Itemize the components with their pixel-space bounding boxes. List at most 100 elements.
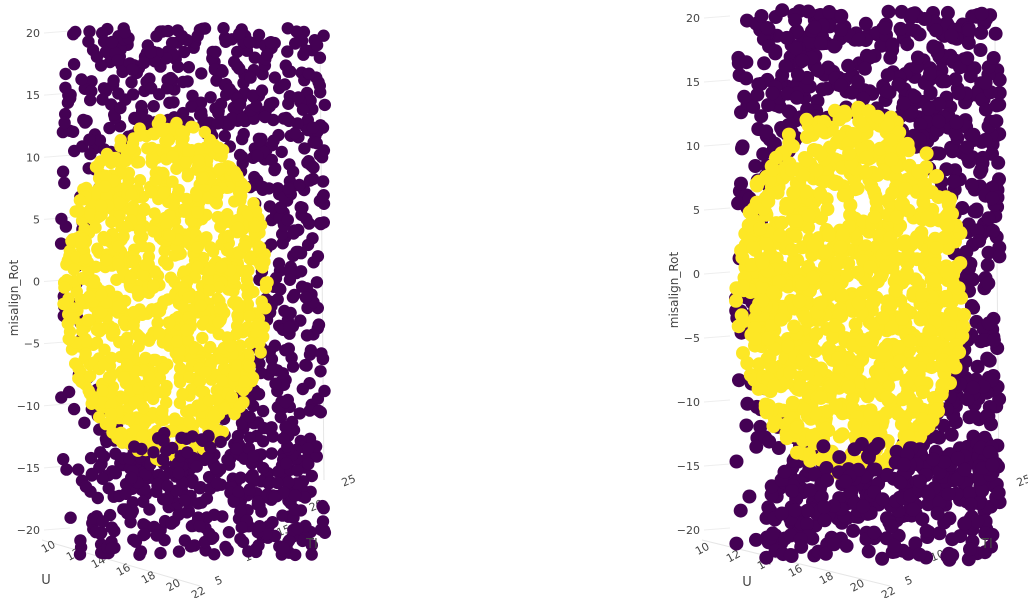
scatter-point-low xyxy=(151,477,164,491)
scatter-point-high xyxy=(124,271,137,284)
scatter-point-low xyxy=(289,548,302,562)
scatter-point-low xyxy=(739,418,754,433)
z-tick-label: −10 xyxy=(677,396,700,409)
scatter3d-panel-right[interactable]: −20−15−10−505101520101214161820225101520… xyxy=(514,0,1028,602)
x-tick-label: 20 xyxy=(164,576,182,594)
scatter-point-low xyxy=(303,174,317,187)
scatter-point-high xyxy=(120,358,134,372)
scatter-point-high xyxy=(104,399,118,412)
scatter-point-high xyxy=(845,391,860,406)
scatter-point-high xyxy=(749,176,764,191)
scatter-point-high xyxy=(114,133,127,147)
scatter-point-low xyxy=(184,540,197,553)
scatter-point-high xyxy=(111,431,124,445)
scatter-point-high xyxy=(795,168,810,183)
scatter-point-low xyxy=(749,532,763,547)
scatter-point-high xyxy=(83,290,96,303)
scatter-point-high xyxy=(183,371,196,384)
scatter-point-low xyxy=(253,357,266,370)
scatter-point-high xyxy=(879,241,894,256)
scatter-point-high xyxy=(867,210,882,225)
scatter-point-high xyxy=(252,241,265,254)
scatter-point-low xyxy=(94,527,107,540)
scatter-point-low xyxy=(265,352,279,366)
scatter-point-high xyxy=(199,366,212,379)
scatter-point-low xyxy=(96,515,109,528)
scatter-point-low xyxy=(209,462,222,475)
scatter-point-low xyxy=(306,121,320,134)
scatter-point-high xyxy=(121,347,134,361)
scatter-point-high xyxy=(243,252,256,265)
scatter-point-low xyxy=(263,423,276,436)
scatter-point-high xyxy=(157,186,170,200)
scatter3d-right[interactable]: −20−15−10−505101520101214161820225101520… xyxy=(514,0,1028,602)
scatter-point-high xyxy=(787,319,802,334)
scatter-point-high xyxy=(73,194,87,207)
scatter-point-low xyxy=(278,78,291,91)
scatter-point-low xyxy=(219,35,232,48)
scatter-point-low xyxy=(815,82,830,97)
scatter-point-high xyxy=(928,273,943,288)
scatter-point-high xyxy=(767,378,782,393)
scatter-point-high xyxy=(813,123,828,138)
scatter-point-high xyxy=(942,326,956,341)
scatter-point-low xyxy=(282,476,295,489)
scatter-point-low xyxy=(223,82,236,96)
scatter-point-high xyxy=(891,340,906,354)
scatter-point-low xyxy=(733,503,748,518)
scatter-point-high xyxy=(153,327,166,340)
scatter-point-low xyxy=(58,176,71,190)
scatter-point-high xyxy=(178,203,191,216)
x-tick-label: 18 xyxy=(139,569,157,587)
frame-edge xyxy=(41,539,201,587)
scatter-point-low xyxy=(751,77,766,92)
scatter-point-high xyxy=(729,293,743,308)
x-tick-label: 12 xyxy=(724,547,742,565)
scatter-point-low xyxy=(885,37,900,52)
scatter-point-low xyxy=(948,126,963,141)
scatter-point-high xyxy=(128,396,141,409)
scatter-point-high xyxy=(177,265,191,278)
scatter-point-low xyxy=(871,437,886,451)
scatter-point-high xyxy=(884,320,899,335)
scatter-point-low xyxy=(288,503,301,516)
scatter-point-high xyxy=(843,207,858,222)
scatter-point-low xyxy=(176,476,189,489)
scatter-point-high xyxy=(157,362,170,375)
z-tick-label: −20 xyxy=(677,524,700,537)
scatter-point-low xyxy=(135,99,148,113)
scatter-point-low xyxy=(138,528,151,541)
scatter-point-low xyxy=(193,23,207,36)
scatter-point-low xyxy=(204,441,217,454)
scatter-point-low xyxy=(846,523,861,538)
scatter-point-low xyxy=(891,77,906,92)
scatter-point-high xyxy=(62,332,75,346)
scatter-point-low xyxy=(296,382,309,396)
scatter-point-high xyxy=(813,390,828,405)
scatter-point-low xyxy=(182,60,195,74)
scatter-point-high xyxy=(828,398,843,413)
scatter-point-high xyxy=(210,384,223,397)
scatter-point-low xyxy=(59,67,72,81)
scatter-point-low xyxy=(271,476,284,490)
scatter-point-low xyxy=(79,480,93,493)
scatter-point-high xyxy=(91,242,104,255)
scatter-point-low xyxy=(165,36,179,50)
scatter3d-left[interactable]: −20−15−10−505101520101214161820225101520… xyxy=(0,0,514,602)
scatter-point-high xyxy=(835,288,849,303)
scatter3d-panel-left[interactable]: −20−15−10−505101520101214161820225101520… xyxy=(0,0,514,602)
x-tick-label: 10 xyxy=(693,540,711,558)
scatter-point-high xyxy=(938,289,953,304)
scatter-point-high xyxy=(806,238,821,253)
scatter-point-low xyxy=(790,67,805,82)
scatter-point-low xyxy=(154,546,167,560)
scatter-point-high xyxy=(852,114,867,129)
scatter-point-low xyxy=(289,37,302,50)
scatter-point-low xyxy=(119,487,132,500)
scatter-point-low xyxy=(252,387,266,401)
scatter-point-low xyxy=(817,513,832,528)
scatter-point-low xyxy=(970,359,985,374)
scatter-point-high xyxy=(253,337,266,350)
scatter-point-high xyxy=(66,302,80,315)
scatter-point-high xyxy=(72,204,86,217)
